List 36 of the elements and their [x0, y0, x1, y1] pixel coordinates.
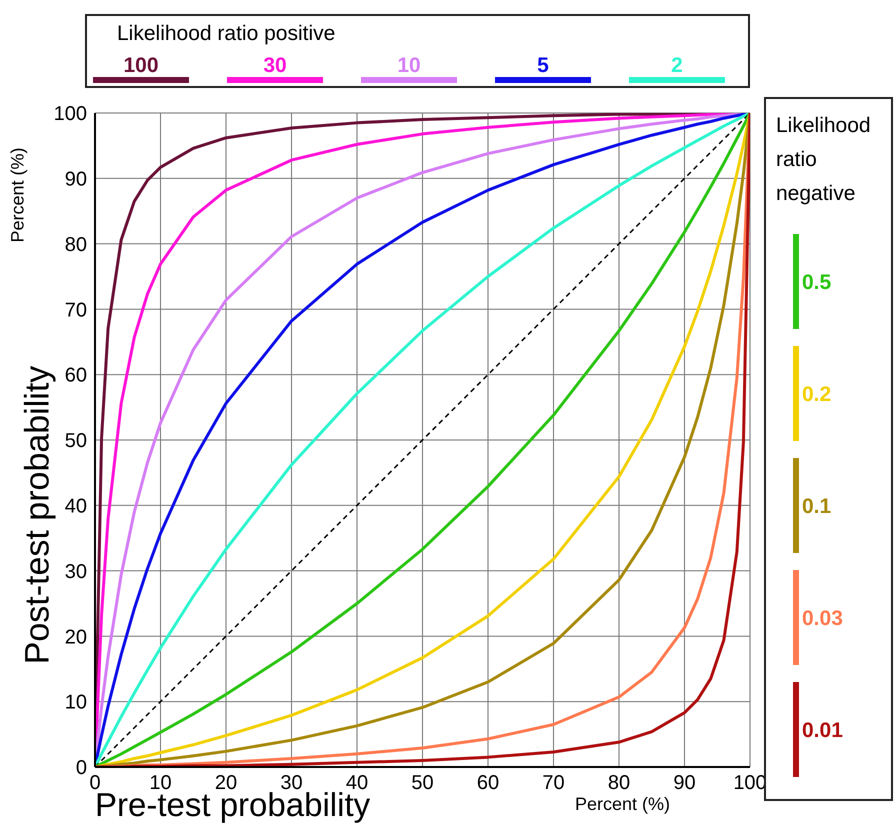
x-tick-label: 80 [608, 772, 630, 794]
text: 0.2 [802, 383, 832, 406]
text: 0.1 [802, 495, 832, 518]
y-tick-label: 10 [64, 692, 87, 714]
text: 0.01 [802, 719, 844, 742]
x-tick-label: 10 [149, 772, 172, 794]
y-tick-label: 80 [64, 234, 87, 256]
y-tick-label: 50 [64, 430, 87, 452]
text: 0.03 [802, 607, 843, 630]
y-tick-label: 20 [64, 626, 87, 648]
y-tick-label: 100 [54, 103, 87, 126]
legend-title: Likelihood ratio positive [117, 22, 336, 46]
x-tick-label: 20 [214, 772, 238, 794]
y-tick-label: 0 [76, 757, 87, 780]
x-tick-label: 30 [280, 772, 303, 794]
y-tick-label: 40 [64, 496, 87, 518]
x-tick-label: 60 [476, 772, 500, 794]
x-tick-label: 40 [346, 772, 368, 794]
text: Percent (%) [575, 794, 670, 815]
y-tick-label: 90 [64, 168, 87, 190]
text: 5 [537, 54, 550, 77]
x-tick-label: 70 [542, 772, 565, 794]
x-tick-label: 50 [411, 772, 434, 794]
y-axis-title: Post-test probability [18, 366, 58, 664]
text: 0.5 [802, 271, 832, 294]
text: 30 [263, 54, 287, 77]
x-tick-label: 0 [89, 772, 101, 794]
text: Likelihood ratio negative [776, 113, 872, 207]
text: 100 [123, 54, 159, 77]
text: 10 [397, 54, 421, 77]
text: Percent (%) [8, 147, 28, 243]
text: 2 [671, 54, 683, 77]
y-tick-label: 30 [64, 560, 87, 583]
y-tick-label: 70 [64, 299, 87, 322]
y-tick-label: 60 [64, 364, 87, 387]
x-tick-label: 90 [673, 772, 696, 794]
